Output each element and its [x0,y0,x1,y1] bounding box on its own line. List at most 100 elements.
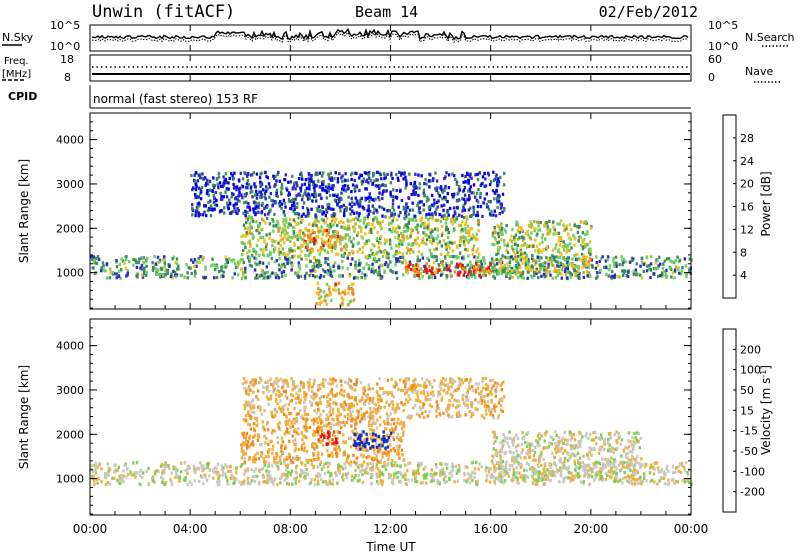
range-gate-cell [329,239,332,243]
range-gate-cell [300,174,304,178]
range-gate-cell [396,176,400,180]
range-gate-cell [403,217,406,221]
range-gate-cell [522,276,525,280]
range-gate-cell [565,250,568,254]
range-gate-cell [277,276,281,280]
range-gate-cell [309,259,313,264]
range-gate-cell [383,250,386,255]
range-gate-cell [280,192,283,196]
range-gate-cell [278,268,281,272]
range-gate-cell [350,204,354,209]
range-gate-cell [533,220,536,224]
range-gate-cell [315,457,319,461]
range-gate-cell [322,384,325,388]
range-gate-cell [324,189,327,193]
range-gate-cell [672,471,675,475]
range-gate-cell [443,187,446,192]
range-gate-cell [464,199,467,203]
range-gate-cell [332,264,335,268]
range-gate-cell [323,249,326,253]
range-gate-cell [587,475,590,479]
range-gate-cell [391,427,394,431]
range-gate-cell [484,184,488,188]
range-gate-cell [354,171,357,175]
range-gate-cell [451,249,455,253]
range-gate-cell [338,172,341,176]
range-gate-cell [175,262,179,266]
range-gate-cell [233,477,236,481]
range-gate-cell [358,478,361,482]
range-gate-cell [641,479,644,483]
range-gate-cell [304,189,307,193]
range-gate-cell [232,203,235,207]
range-gate-cell [252,460,255,464]
range-gate-cell [195,210,199,214]
range-gate-cell [377,434,380,438]
range-gate-cell [327,174,331,179]
range-gate-cell [179,274,182,278]
range-gate-cell [454,177,457,182]
range-gate-cell [428,185,431,189]
range-gate-cell [312,451,315,456]
range-gate-cell [250,442,253,446]
range-gate-cell [249,224,252,229]
range-gate-cell [265,436,268,441]
range-gate-cell [632,473,635,477]
range-gate-cell [427,198,430,202]
range-gate-cell [145,270,148,275]
range-gate-cell [162,481,165,485]
range-gate-cell [504,272,508,276]
range-gate-cell [272,224,275,228]
range-gate-cell [391,459,394,463]
range-gate-cell [254,252,258,256]
range-gate-cell [360,276,363,280]
range-gate-cell [262,276,265,280]
range-gate-cell [417,471,420,476]
range-gate-cell [555,270,558,274]
range-gate-cell [431,476,434,480]
range-gate-cell [406,236,409,240]
range-gate-cell [258,190,261,194]
range-gate-cell [346,178,350,182]
range-gate-cell [265,469,268,473]
range-gate-cell [372,429,376,433]
range-gate-cell [441,190,445,194]
range-gate-cell [338,431,341,435]
range-gate-cell [190,173,193,178]
range-gate-cell [229,476,232,480]
range-gate-cell [506,250,510,254]
range-gate-cell [634,273,638,277]
range-gate-cell [243,442,246,446]
range-gate-cell [107,473,110,477]
range-gate-cell [617,480,620,484]
range-gate-cell [483,172,486,176]
range-gate-cell [685,461,688,465]
range-gate-cell [327,263,330,267]
range-gate-cell [580,258,583,262]
range-gate-cell [197,186,201,190]
range-gate-cell [397,417,400,421]
range-gate-cell [244,245,247,250]
range-gate-cell [681,265,684,270]
range-gate-cell [305,435,308,440]
range-gate-cell [321,382,325,386]
range-gate-cell [411,217,414,221]
range-gate-cell [275,463,278,467]
range-gate-cell [227,187,230,191]
range-gate-cell [566,267,569,271]
range-gate-cell [503,208,506,212]
range-gate-cell [358,203,361,207]
range-gate-cell [397,234,401,238]
range-gate-cell [575,258,579,262]
range-gate-cell [168,264,171,268]
range-gate-cell [612,256,615,260]
range-gate-cell [399,255,402,259]
range-gate-cell [495,257,498,262]
range-gate-cell [334,451,338,455]
range-gate-cell [371,439,374,443]
range-gate-cell [331,454,334,458]
range-gate-cell [578,272,581,276]
range-gate-cell [503,243,506,247]
range-gate-cell [434,212,437,216]
range-gate-cell [596,275,599,279]
